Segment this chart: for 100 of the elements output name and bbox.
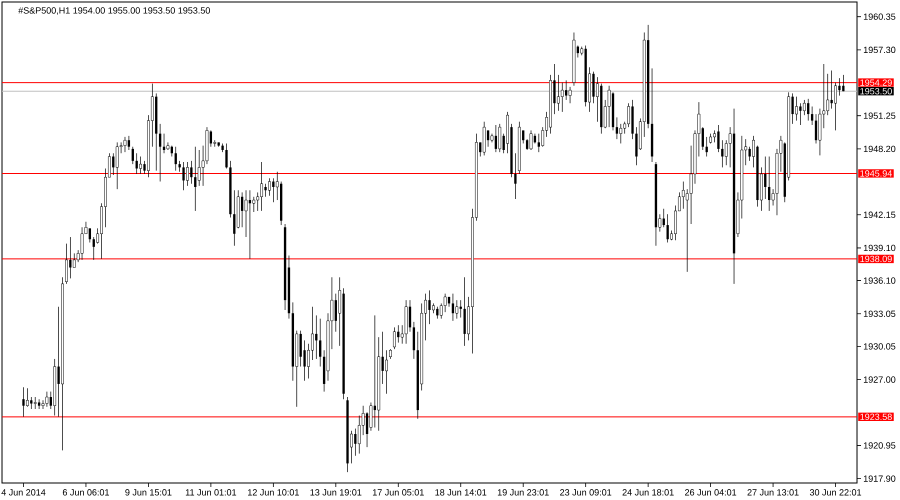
candlestick	[498, 124, 502, 153]
candlestick	[268, 178, 271, 196]
x-tick-label: 17 Jun 05:01	[372, 489, 424, 496]
candlestick	[608, 85, 611, 128]
candlestick	[72, 253, 76, 268]
candlestick	[252, 196, 256, 212]
candlestick	[260, 162, 264, 212]
candlestick	[616, 116, 618, 140]
x-tick-label: 24 Jun 18:01	[622, 489, 674, 496]
candlestick	[556, 74, 560, 112]
candlestick	[69, 236, 72, 279]
candlestick	[662, 208, 665, 228]
x-tick-label: 13 Jun 19:01	[310, 489, 362, 496]
x-tick-label: 30 Jun 22:01	[810, 489, 862, 496]
candlestick	[564, 80, 568, 100]
candlestick	[494, 124, 498, 153]
y-tick-label: 1957.30	[864, 46, 896, 54]
candlestick	[194, 146, 196, 212]
y-tick-label: 1920.95	[864, 442, 896, 449]
candlestick	[358, 415, 361, 454]
candlestick	[233, 190, 236, 246]
candlestick	[65, 243, 68, 284]
x-tick-label: 26 Jun 04:01	[685, 489, 736, 496]
candlestick	[139, 156, 142, 174]
candlestick	[392, 327, 396, 350]
candlestick	[88, 228, 92, 243]
candlestick	[170, 145, 174, 157]
candlestick	[38, 398, 40, 410]
candlestick	[124, 136, 126, 153]
candlestick	[186, 162, 189, 186]
candlestick	[272, 178, 275, 203]
candlestick	[334, 293, 337, 332]
candlestick	[389, 348, 392, 360]
ref-line-label: 1938.09	[860, 256, 892, 262]
candlestick	[436, 306, 438, 320]
y-tick-label: 1933.05	[864, 310, 896, 317]
candlestick	[116, 142, 119, 190]
candlestick	[190, 160, 193, 184]
y-tick-label: 1939.10	[864, 244, 896, 252]
y-tick-label: 1951.25	[864, 112, 896, 119]
candlestick	[538, 133, 540, 153]
candlestick	[248, 190, 252, 260]
y-tick-label: 1930.05	[864, 343, 896, 350]
y-tick-label: 1948.20	[864, 146, 896, 152]
candlestick	[354, 428, 356, 456]
candlestick	[128, 135, 130, 150]
x-tick-label: 19 Jun 23:01	[498, 489, 549, 496]
candlestick	[315, 315, 318, 360]
candlestick	[842, 74, 845, 92]
candlestick	[717, 124, 720, 153]
x-tick-label: 4 Jun 2014	[1, 489, 46, 496]
candlestick	[444, 293, 447, 312]
ref-line-label: 1954.29	[860, 79, 892, 86]
y-tick-label: 1917.90	[864, 475, 896, 482]
candlestick	[432, 303, 435, 314]
candlestick	[514, 152, 517, 200]
candlestick	[834, 82, 837, 131]
candlestick	[706, 136, 708, 157]
x-tick-label: 23 Jun 09:01	[560, 489, 612, 496]
candlestick	[807, 98, 810, 121]
candlestick	[460, 300, 462, 318]
candlestick	[198, 150, 201, 186]
ref-line-label: 1953.50	[860, 88, 892, 94]
candlestick	[26, 388, 29, 408]
candlestick	[34, 396, 37, 410]
y-tick-label: 1942.15	[864, 212, 896, 218]
x-tick-label: 27 Jun 13:01	[748, 489, 799, 496]
candlestick	[709, 133, 712, 144]
text: #S&P500,H1 1954.00 1955.00 1953.50 1953.50	[18, 7, 210, 15]
candlestick	[768, 156, 770, 212]
candlestick	[319, 318, 322, 367]
candlestick	[810, 106, 814, 126]
candlestick	[240, 192, 244, 228]
y-tick-label: 1936.10	[864, 277, 896, 284]
x-tick-label: 6 Jun 06:01	[62, 489, 110, 496]
candlestick	[455, 300, 458, 320]
x-tick-label: 18 Jun 14:01	[435, 489, 486, 496]
ref-line-label: 1923.58	[860, 414, 892, 420]
candlestick	[385, 350, 388, 394]
candlestick	[45, 391, 48, 408]
x-tick-label: 11 Jun 01:01	[186, 489, 236, 496]
candlestick	[244, 190, 248, 238]
candlestick	[132, 146, 134, 164]
candlestick	[721, 140, 724, 168]
x-tick-label: 12 Jun 10:01	[248, 489, 299, 496]
candlestick	[92, 236, 95, 260]
y-tick-label: 1960.35	[864, 13, 896, 20]
candlestick	[30, 396, 32, 410]
candlestick	[530, 130, 532, 150]
candlestick	[374, 315, 376, 428]
candlestick	[568, 86, 572, 104]
candlestick	[619, 124, 622, 144]
candlestick	[764, 156, 766, 200]
candlestick	[412, 322, 416, 360]
x-tick-label: 9 Jun 15:01	[125, 489, 172, 496]
candlestick	[682, 181, 685, 210]
candlestick	[162, 133, 166, 154]
candlestick	[802, 100, 806, 116]
candlestick	[80, 226, 84, 260]
ref-line-label: 1945.94	[860, 170, 892, 177]
